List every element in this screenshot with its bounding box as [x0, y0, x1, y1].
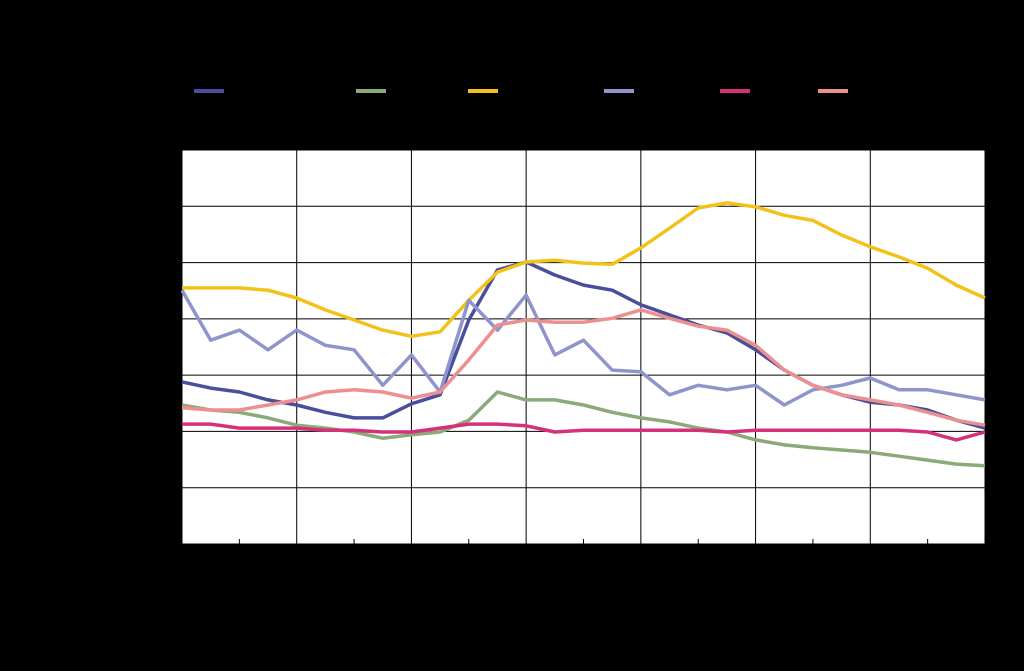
series-line [182, 422, 986, 442]
series-line [182, 201, 986, 339]
plot-area [182, 150, 985, 544]
series-line [181, 390, 986, 468]
series-line [180, 289, 986, 407]
series-line [181, 308, 986, 427]
